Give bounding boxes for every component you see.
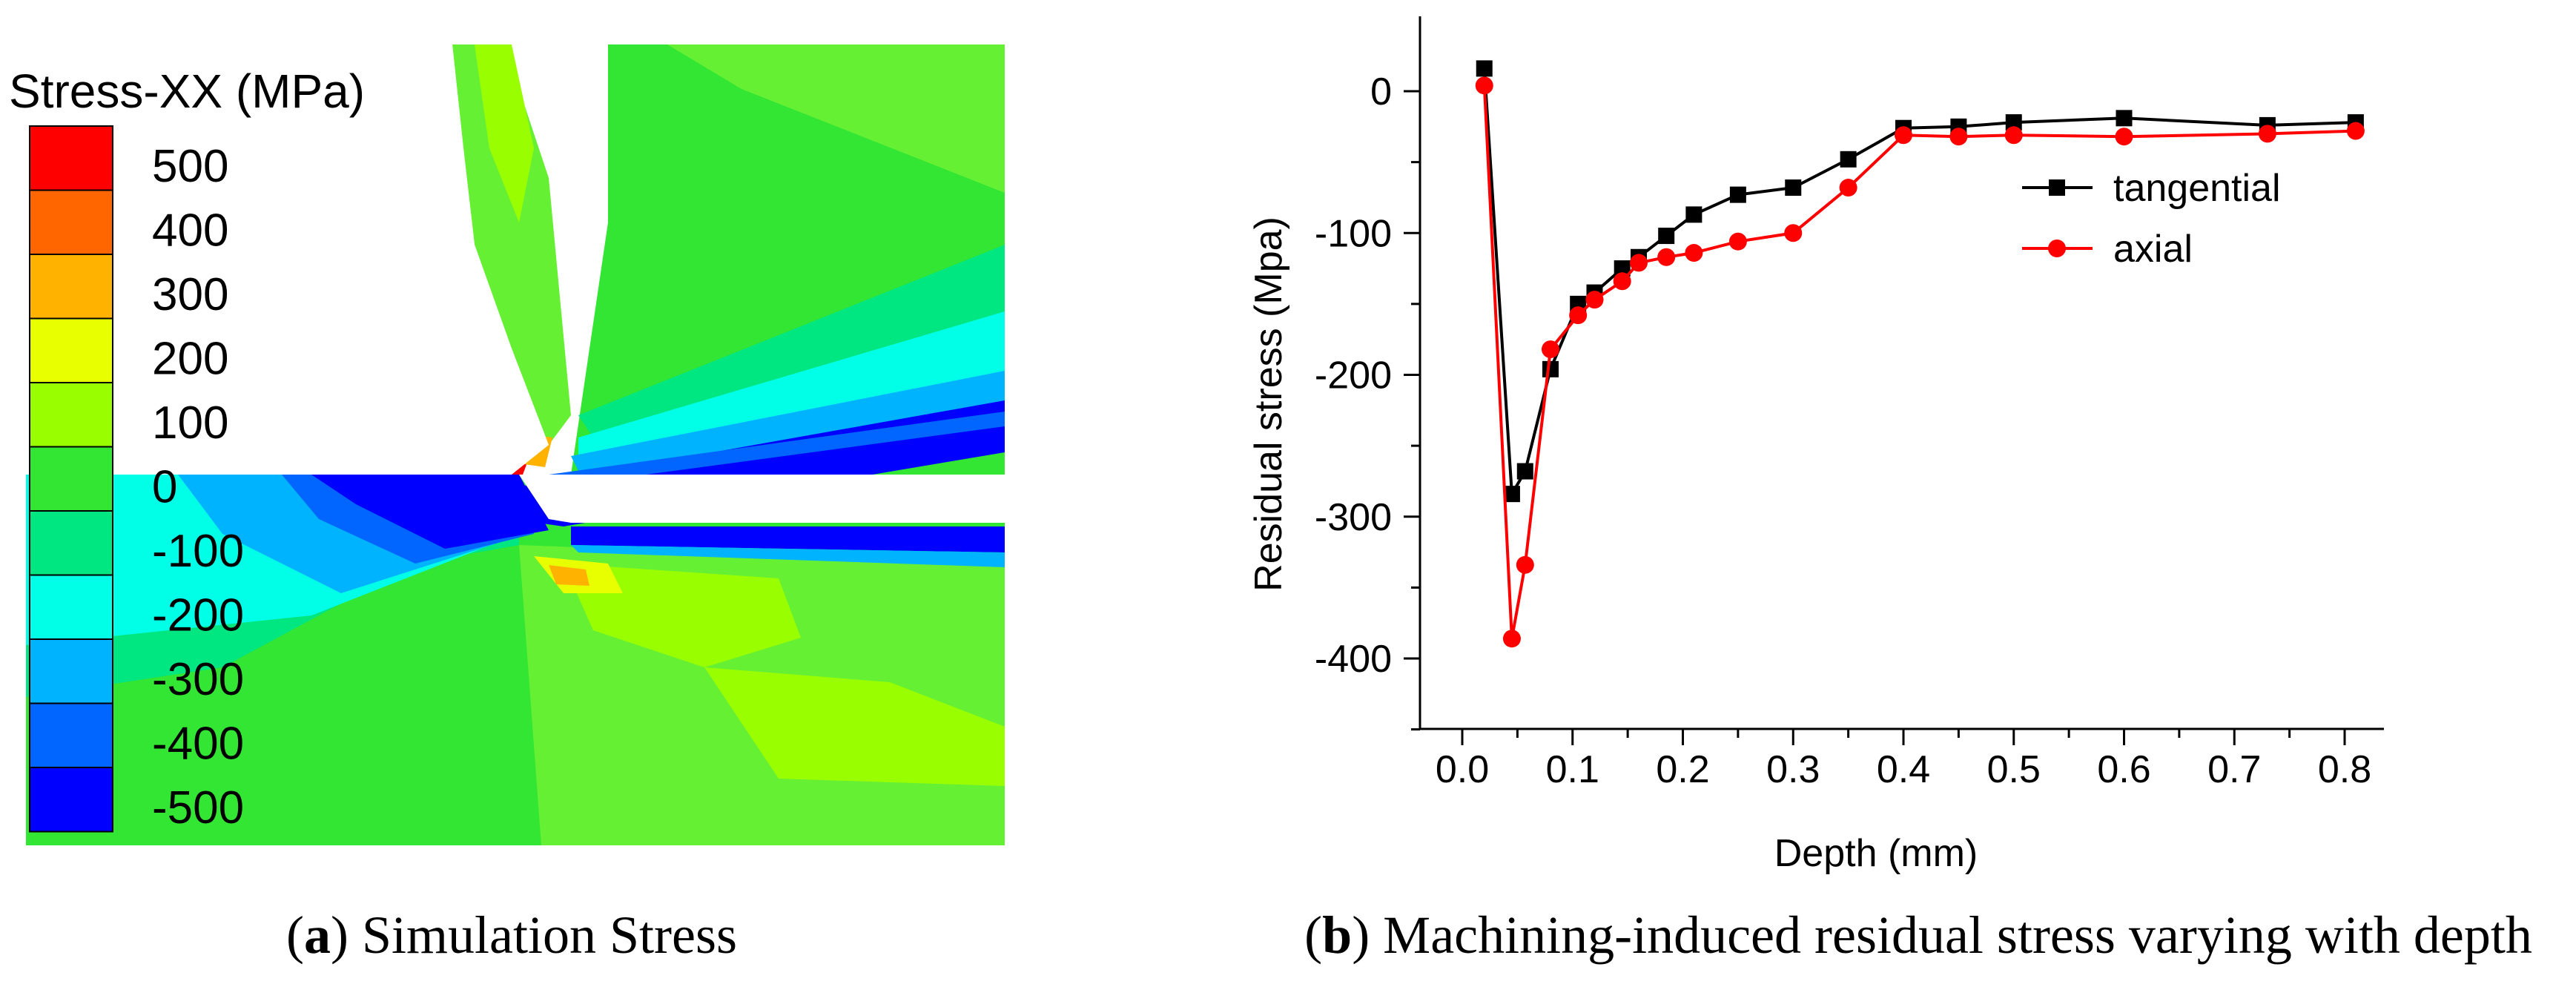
legend-level-label: -200	[152, 590, 244, 641]
chart-legend: tangential axial	[2022, 167, 2281, 271]
legend-swatch	[29, 510, 113, 576]
chart-series	[1475, 60, 2365, 648]
legend-swatch	[29, 767, 113, 833]
legend-swatch	[29, 638, 113, 704]
legend-swatch	[29, 702, 113, 768]
legend-level-label: -500	[152, 782, 244, 833]
y-tick-label: -300	[1315, 496, 1392, 539]
panel-b-caption-text: Machining-induced residual stress varyin…	[1383, 905, 2532, 965]
x-tick-label: 0.3	[1766, 748, 1820, 791]
data-point-axial	[1895, 126, 1912, 145]
legend-level-label: -100	[152, 526, 244, 577]
panel-a-caption: (a) Simulation Stress	[286, 905, 737, 965]
x-tick-label: 0.0	[1436, 748, 1489, 791]
legend-label: tangential	[2113, 167, 2281, 210]
x-tick-label: 0.5	[1987, 748, 2041, 791]
data-point-axial	[1569, 306, 1588, 325]
x-tick-label: 0.1	[1546, 748, 1599, 791]
legend-swatch	[29, 382, 113, 448]
data-point-tangential	[1785, 179, 1802, 197]
legend-marker	[2049, 179, 2065, 196]
data-point-axial	[2258, 125, 2276, 143]
data-point-axial	[1502, 630, 1521, 648]
panel-b-caption: (b) Machining-induced residual stress va…	[1304, 905, 2532, 965]
panel-b: 0 -100 -200 -300 -400 0.0 0.1 0.2 0.3 0.4 0.5 0.6 0.…	[1247, 16, 2532, 965]
data-point-tangential	[2005, 114, 2022, 131]
legend-marker	[2048, 240, 2066, 257]
legend-swatch	[29, 125, 113, 191]
data-point-tangential	[1503, 486, 1520, 503]
legend-level-label: 200	[152, 334, 228, 385]
x-tick-label: 0.2	[1656, 748, 1709, 791]
data-point-axial	[1839, 179, 1857, 197]
legend-swatch	[29, 254, 113, 320]
y-tick-label: -100	[1315, 212, 1392, 255]
data-point-axial	[2115, 128, 2133, 146]
y-tick-label: -200	[1315, 354, 1392, 397]
data-point-tangential	[1658, 228, 1675, 245]
data-point-axial	[1728, 232, 1747, 251]
x-tick-label: 0.7	[2207, 748, 2261, 791]
simulation-contour-image	[26, 44, 1005, 845]
panel-a-letter: a	[304, 905, 331, 965]
y-tick-label: 0	[1370, 70, 1392, 113]
data-point-axial	[1949, 128, 1968, 146]
stress-legend: Stress-XX (MPa) 500 400 300 200 100 0 -100 -200…	[9, 65, 365, 833]
data-point-axial	[1685, 244, 1703, 262]
legend-level-label: -300	[152, 654, 244, 705]
y-tick-label: -400	[1315, 638, 1392, 681]
data-point-axial	[2346, 122, 2365, 140]
legend-swatch	[29, 189, 113, 255]
data-point-tangential	[1476, 60, 1493, 77]
panel-a: Stress-XX (MPa) 500 400 300 200 100 0 -100 -200…	[9, 44, 1005, 965]
x-tick-label: 0.4	[1877, 748, 1930, 791]
legend-swatch	[29, 574, 113, 640]
data-point-axial	[1630, 254, 1648, 272]
panel-b-letter: b	[1322, 905, 1352, 965]
series-tangential	[1476, 60, 2364, 503]
data-point-tangential	[1542, 360, 1559, 377]
data-point-axial	[1613, 272, 1631, 291]
x-tick-label: 0.6	[2097, 748, 2150, 791]
x-tick-label: 0.8	[2318, 748, 2371, 791]
data-point-axial	[1542, 340, 1559, 359]
data-point-tangential	[1840, 151, 1857, 168]
legend-swatch	[29, 317, 113, 383]
legend-title: Stress-XX (MPa)	[9, 65, 365, 118]
data-point-tangential	[1729, 186, 1746, 203]
data-point-tangential	[2116, 110, 2133, 127]
chart-axes: 0 -100 -200 -300 -400 0.0 0.1 0.2 0.3 0.4 0.5 0.6 0.…	[1315, 16, 2384, 791]
legend-item-tangential: tangential	[2022, 167, 2281, 210]
legend-item-axial: axial	[2022, 228, 2193, 271]
panel-a-caption-text: Simulation Stress	[362, 905, 737, 965]
data-point-axial	[1784, 224, 1803, 242]
data-point-tangential	[1614, 260, 1631, 277]
data-point-axial	[1585, 291, 1604, 309]
data-point-tangential	[1685, 206, 1703, 223]
data-point-axial	[1657, 248, 1676, 266]
legend-swatch	[29, 446, 113, 512]
legend-label: axial	[2113, 228, 2193, 271]
legend-labels: 500 400 300 200 100 0 -100 -200 -300 -400 -500	[152, 141, 244, 833]
residual-stress-chart: 0 -100 -200 -300 -400 0.0 0.1 0.2 0.3 0.4 0.5 0.6 0.…	[1315, 16, 2384, 791]
data-point-axial	[1516, 555, 1534, 574]
legend-swatches	[29, 125, 113, 833]
legend-level-label: 500	[152, 141, 228, 192]
data-point-axial	[1475, 76, 1493, 95]
legend-level-label: 400	[152, 205, 228, 257]
legend-level-label: 100	[152, 397, 228, 449]
legend-level-label: 0	[152, 462, 177, 513]
legend-level-label: -400	[152, 719, 244, 770]
data-point-tangential	[1516, 463, 1533, 480]
legend-level-label: 300	[152, 269, 228, 320]
y-axis-label: Residual stress (Mpa)	[1247, 217, 1290, 592]
data-point-axial	[2004, 126, 2023, 145]
x-axis-label: Depth (mm)	[1774, 832, 1978, 875]
series-axial	[1475, 76, 2365, 648]
